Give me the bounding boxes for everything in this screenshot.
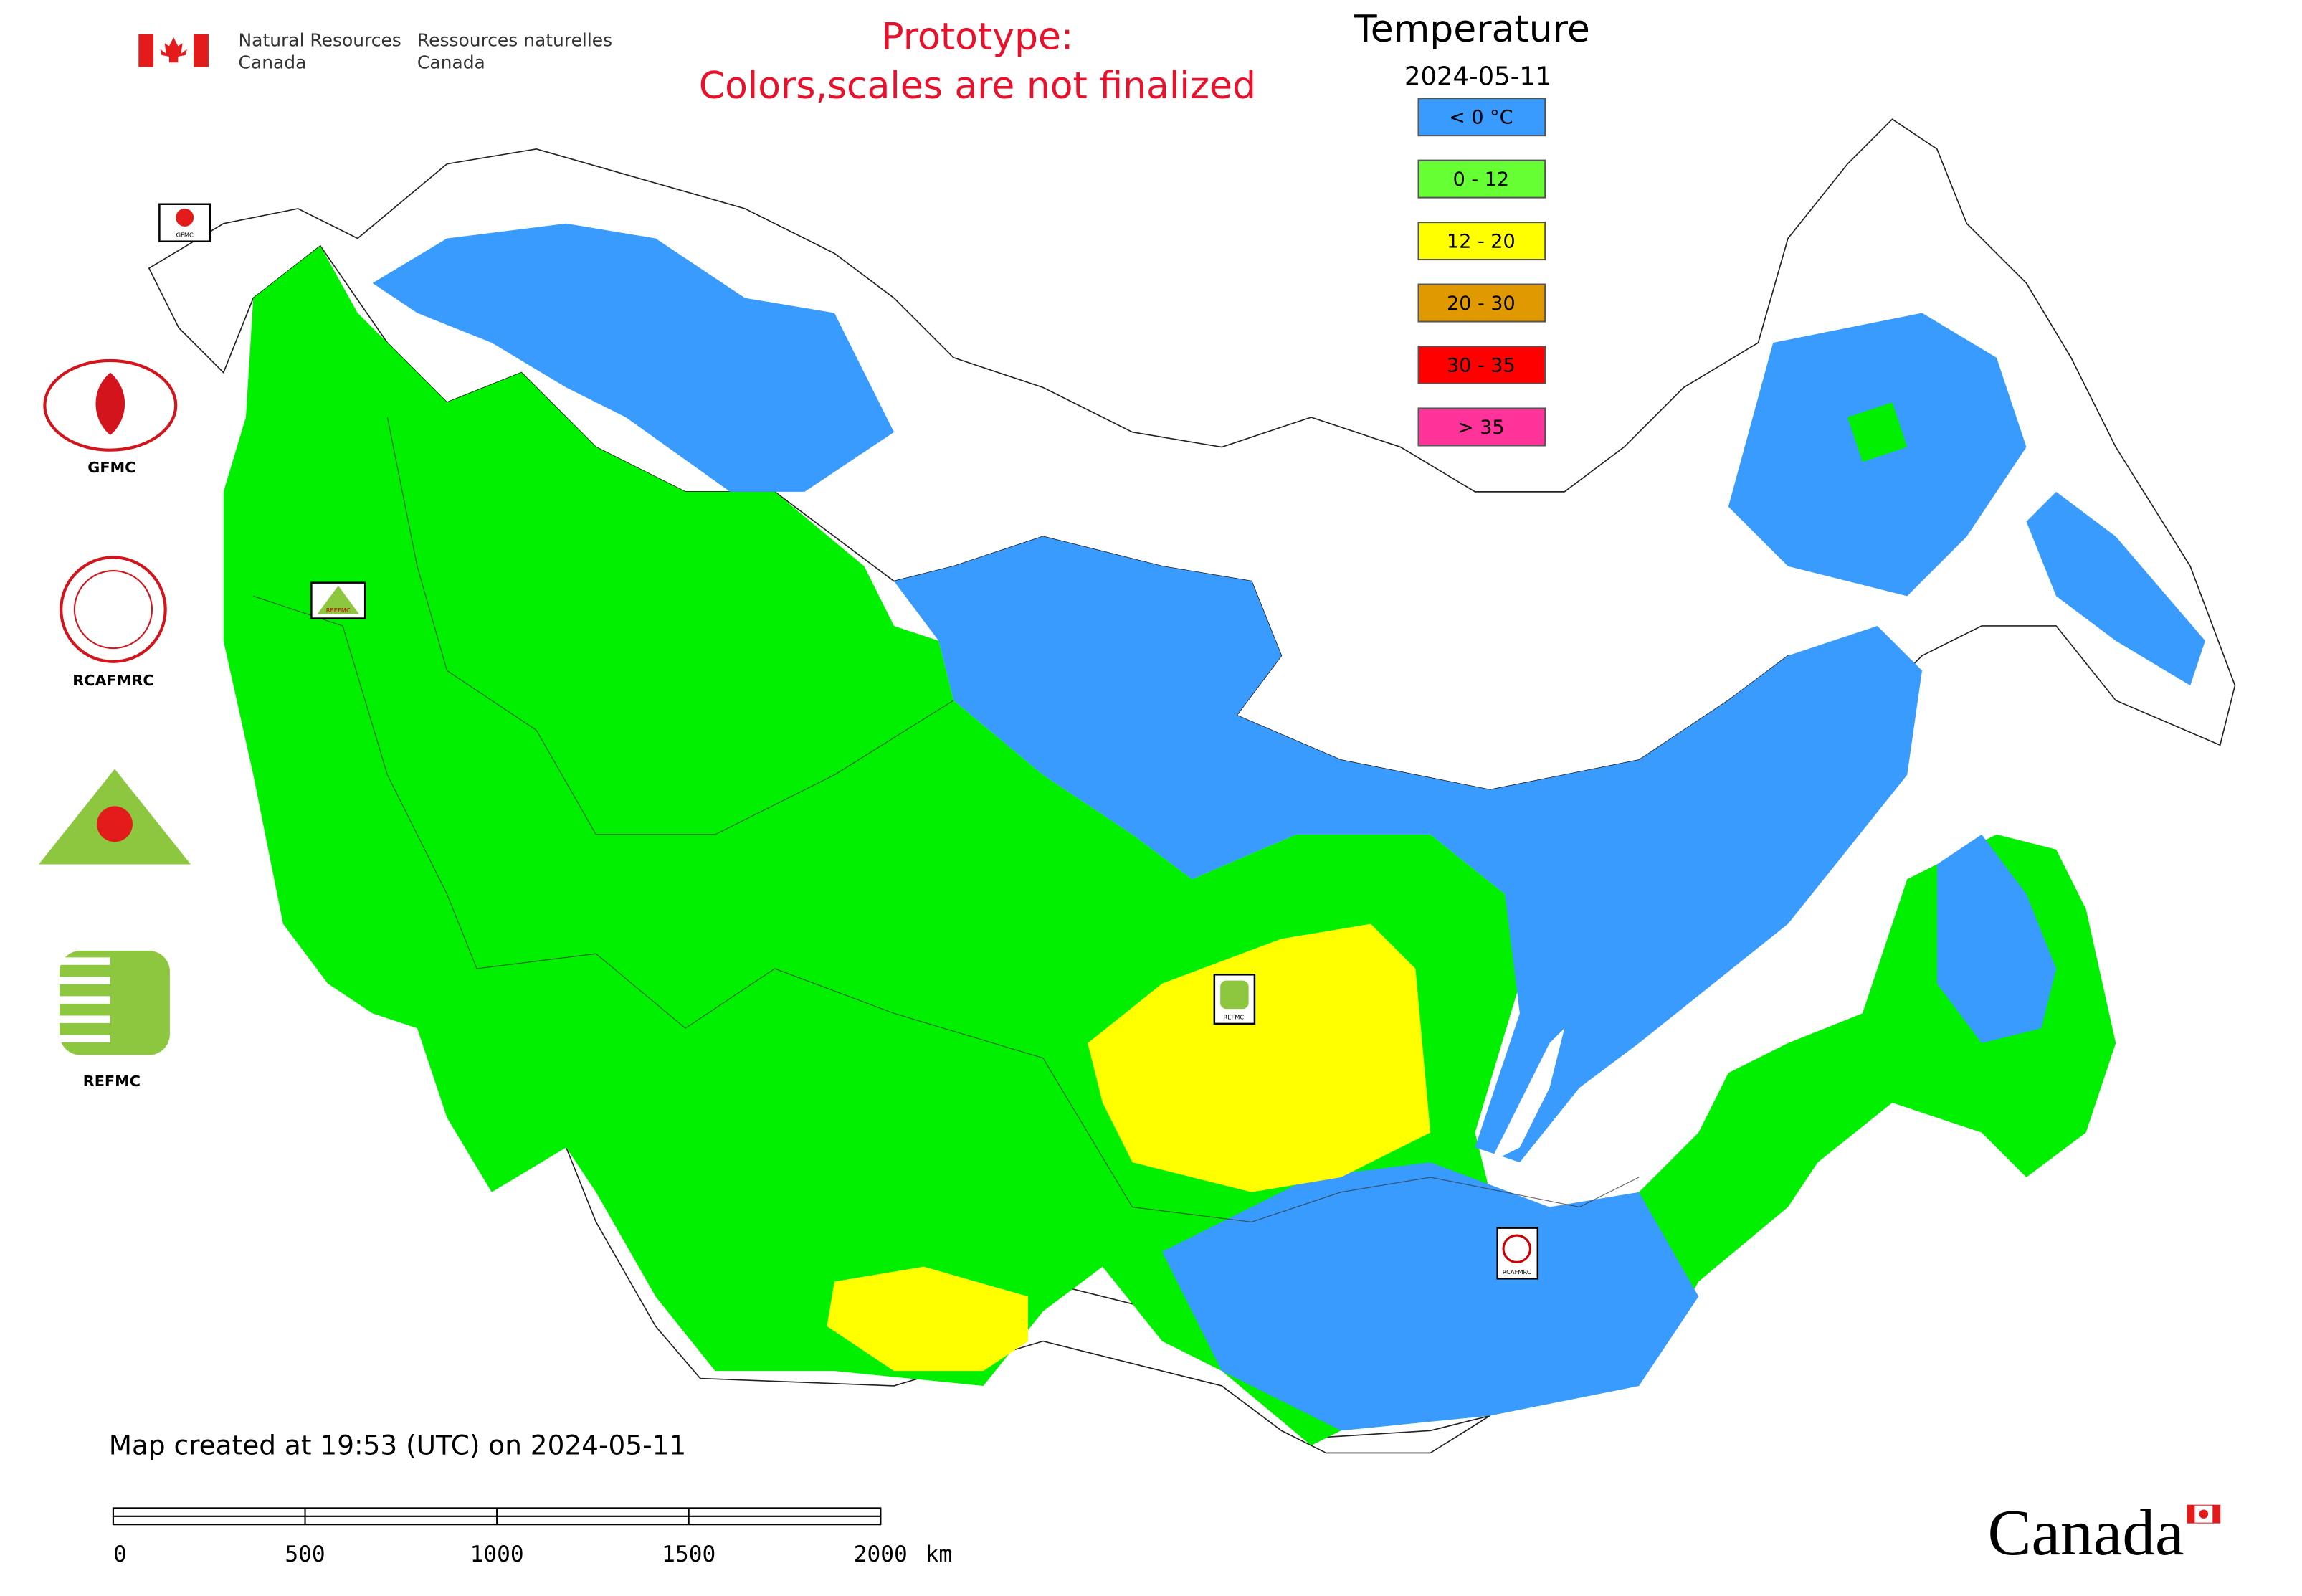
marker-label: GFMC (176, 231, 194, 238)
temperature-zone-blue (2026, 491, 2205, 686)
wordmark: Canada (1987, 1496, 2184, 1569)
scale-bar-label: 1500 (662, 1542, 715, 1567)
wordmark-flag-bar (2187, 1505, 2195, 1524)
map-markers: GFMC REEFMC REFMC RCAFMRC (158, 203, 1539, 1280)
temperature-zone-blue (372, 223, 894, 492)
maple-leaf (160, 37, 187, 63)
legend-title: Temperature (1354, 8, 1590, 51)
scale-bar-label: 1000 (470, 1542, 524, 1567)
temperature-zone-yellow (1088, 923, 1431, 1192)
marker-icon (317, 585, 359, 614)
legend-label: 20 - 30 (1447, 293, 1516, 315)
temperature-zone-green (223, 245, 2116, 1446)
marker-icon (1220, 980, 1249, 1010)
temperature-zone-yellow (827, 1266, 1029, 1372)
scale-bar-label: 2000 (854, 1542, 908, 1567)
legend-swatch (1417, 345, 1546, 385)
agency-name: Ressources naturelles (417, 29, 612, 50)
lake (1490, 1028, 1565, 1163)
legend-label: 12 - 20 (1447, 230, 1516, 252)
legend-swatch (1417, 283, 1546, 323)
temperature-zone-blue (893, 536, 1923, 1163)
legend-label: < 0 °C (1449, 107, 1513, 129)
logo-label: GFMC (87, 459, 135, 476)
scale-bar-unit: km (926, 1542, 953, 1567)
logo-reefmc-flame (97, 806, 133, 842)
temperature-zone-blue (1936, 834, 2057, 1043)
scale-bar-label: 0 (113, 1542, 127, 1567)
legend-label: 30 - 35 (1447, 354, 1516, 376)
legend-swatch (1417, 98, 1546, 137)
logo-gfmc-flame (95, 372, 125, 435)
legend-label: 0 - 12 (1453, 168, 1509, 191)
admin-border (253, 595, 1640, 1222)
temperature-zone-green (1847, 402, 1908, 462)
legend-swatch (1417, 159, 1546, 199)
legend-swatch (1417, 222, 1546, 261)
marker-icon (176, 208, 194, 227)
admin-border (386, 417, 954, 835)
temperature-zone-blue (1162, 1162, 1699, 1431)
notice: Prototype: (881, 16, 1073, 59)
marker-label: REEFMC (326, 607, 351, 614)
agency-name: Natural Resources (239, 29, 401, 50)
wordmark-flag-bar (2212, 1505, 2220, 1524)
map-created-note: Map created at 19:53 (UTC) on 2024-05-11 (109, 1430, 686, 1461)
agency-signature: Natural Resources Canada Ressources natu… (138, 29, 612, 73)
logo-label: REFMC (83, 1073, 141, 1090)
legend: Temperature 2024-05-11 < 0 °C 0 - 12 12 - … (1354, 8, 1590, 447)
logo-rcafmrc (60, 556, 167, 663)
notice: Colors,scales are not finalized (699, 65, 1256, 108)
flag-bar (138, 34, 154, 67)
logo-rcafmrc-ring (73, 570, 153, 650)
wordmark-flag-leaf (2199, 1509, 2209, 1519)
logo-refmc-stripes (60, 957, 110, 1042)
scale-bar: 0 500 1000 1500 2000 km (112, 1507, 953, 1567)
marker-icon (1502, 1234, 1531, 1263)
agency-name: Canada (417, 52, 485, 73)
canada-wordmark: Canada (1987, 1496, 2221, 1569)
agency-name: Canada (239, 52, 307, 73)
flag-bar (194, 34, 209, 67)
legend-label: > 35 (1457, 417, 1505, 439)
scale-bar-label: 500 (285, 1542, 325, 1567)
partner-logos: GFMC RCAFMRC REFMC (39, 358, 191, 1090)
legend-swatch (1417, 407, 1546, 447)
legend-date: 2024-05-11 (1404, 62, 1551, 91)
marker-label: RCAFMRC (1503, 1268, 1531, 1276)
logo-label: RCAFMRC (72, 672, 153, 689)
map-area (148, 118, 2236, 1454)
marker-label: REFMC (1223, 1014, 1244, 1021)
